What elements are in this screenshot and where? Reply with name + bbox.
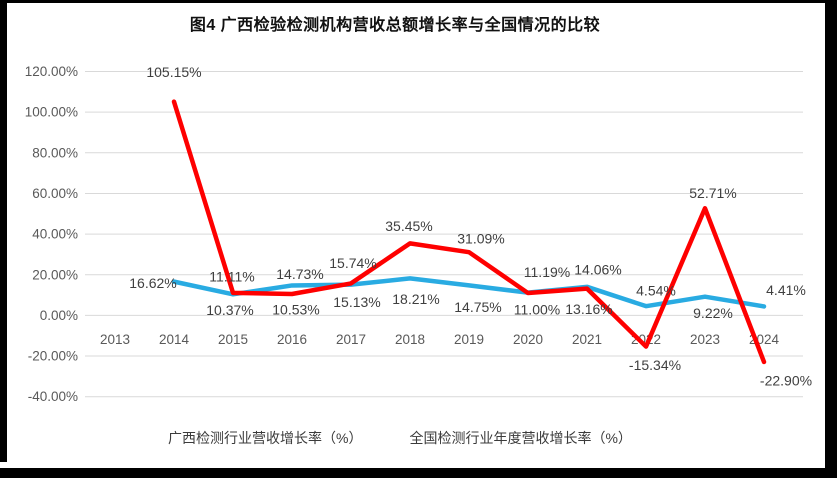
data-point-label: 13.16%: [565, 301, 612, 317]
legend-item-national: 全国检测行业年度营收增长率（%）: [368, 428, 631, 448]
y-axis-tick-label: 0.00%: [40, 308, 78, 323]
x-axis-tick-label: 2020: [513, 332, 543, 347]
data-point-label: -22.90%: [760, 372, 812, 388]
data-point-label: 15.74%: [329, 255, 376, 271]
x-axis-tick-label: 2019: [454, 332, 484, 347]
data-point-label: 14.75%: [454, 299, 501, 315]
data-point-label: 4.54%: [636, 283, 676, 299]
y-axis-tick-label: -40.00%: [28, 389, 78, 404]
data-point-label: 11.11%: [209, 268, 254, 284]
data-point-label: 14.06%: [574, 261, 621, 277]
data-point-label: 105.15%: [146, 64, 201, 80]
legend-label-guangxi: 广西检测行业营收增长率（%）: [168, 430, 363, 446]
data-point-label: 10.37%: [206, 302, 253, 318]
frame-border-right: [825, 0, 837, 478]
y-axis-tick-label: 20.00%: [32, 267, 78, 282]
frame-border-top: [0, 0, 837, 3]
data-point-label: 18.21%: [392, 291, 439, 307]
legend-item-guangxi: 广西检测行业营收增长率（%）: [127, 428, 362, 448]
data-point-label: 10.53%: [272, 301, 319, 317]
data-point-label: 35.45%: [385, 218, 432, 234]
y-axis-tick-label: -20.00%: [28, 349, 78, 364]
data-point-label: 16.62%: [129, 275, 176, 291]
legend-swatch-red-line: [127, 436, 165, 440]
series-line: [171, 99, 767, 365]
y-axis-tick-label: 100.00%: [25, 105, 78, 120]
chart-legend: 广西检测行业营收增长率（%） 全国检测行业年度营收增长率（%）: [127, 428, 632, 448]
data-point-label: 31.09%: [457, 231, 504, 247]
data-point-label: 52.71%: [689, 185, 736, 201]
x-axis-tick-label: 2013: [100, 332, 130, 347]
x-axis-tick-label: 2016: [277, 332, 307, 347]
x-axis-tick-label: 2018: [395, 332, 425, 347]
data-point-label: 4.41%: [766, 282, 806, 298]
x-axis-tick-label: 2014: [159, 332, 190, 347]
data-point-label: 11.19%: [524, 264, 570, 280]
x-axis-tick-label: 2017: [336, 332, 366, 347]
legend-swatch-blue-line: [368, 436, 406, 440]
data-point-label: 11.00%: [514, 302, 560, 318]
y-axis-tick-label: 80.00%: [32, 145, 78, 160]
x-axis-tick-label: 2023: [690, 332, 720, 347]
y-axis-tick-label: 60.00%: [32, 186, 78, 201]
legend-label-national: 全国检测行业年度营收增长率（%）: [409, 430, 632, 446]
x-axis-tick-label: 2021: [572, 332, 602, 347]
chart-title: 图4 广西检验检测机构营收总额增长率与全国情况的比较: [189, 17, 601, 34]
frame-border-bottom: [0, 468, 837, 478]
frame-border-left: [0, 0, 7, 462]
y-axis-tick-label: 40.00%: [32, 227, 78, 242]
data-point-label: 14.73%: [276, 266, 323, 282]
data-point-label: 15.13%: [333, 294, 380, 310]
x-axis-tick-label: 2022: [631, 332, 661, 347]
data-point-label: -15.34%: [629, 357, 681, 373]
y-axis-tick-label: 120.00%: [25, 64, 78, 79]
x-axis-tick-label: 2015: [218, 332, 248, 347]
data-point-label: 9.22%: [693, 305, 733, 321]
